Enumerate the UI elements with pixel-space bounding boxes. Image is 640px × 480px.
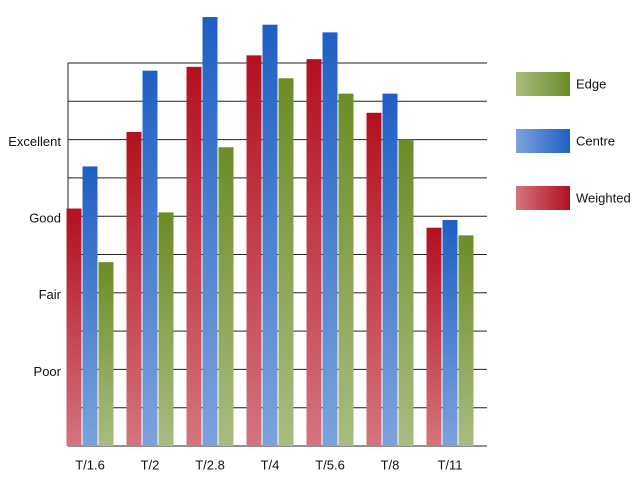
bar <box>338 93 354 446</box>
bar <box>126 131 142 446</box>
bar <box>66 208 82 446</box>
bar <box>458 235 474 446</box>
bar <box>98 262 114 446</box>
bar <box>306 59 322 447</box>
bar <box>426 227 442 446</box>
bar <box>142 70 158 446</box>
x-tick-label: T/2 <box>141 457 160 472</box>
legend-label: Weighted <box>576 190 631 205</box>
legend-label: Centre <box>576 133 615 148</box>
legend-label: Edge <box>576 76 606 91</box>
bar <box>246 55 262 447</box>
bar <box>82 166 98 446</box>
bar <box>442 220 458 446</box>
x-tick-label: T/5.6 <box>315 457 345 472</box>
y-tick-label: Good <box>29 211 61 226</box>
y-tick-label: Poor <box>34 364 62 379</box>
x-tick-label: T/8 <box>381 457 400 472</box>
x-tick-label: T/4 <box>261 457 280 472</box>
bar <box>398 139 414 446</box>
legend-swatch <box>516 129 570 153</box>
legend-swatch <box>516 72 570 96</box>
bar <box>158 212 174 446</box>
legend-swatch <box>516 186 570 210</box>
bar <box>186 66 202 446</box>
y-tick-label: Fair <box>39 287 62 302</box>
bar <box>218 147 234 446</box>
bar <box>366 112 382 446</box>
bar <box>202 17 218 446</box>
x-tick-label: T/1.6 <box>75 457 105 472</box>
bar <box>322 32 338 447</box>
x-tick-label: T/2.8 <box>195 457 225 472</box>
bar <box>278 78 294 446</box>
bar <box>382 93 398 446</box>
y-tick-label: Excellent <box>8 134 61 149</box>
bar <box>262 24 278 446</box>
x-tick-label: T/11 <box>437 457 462 472</box>
